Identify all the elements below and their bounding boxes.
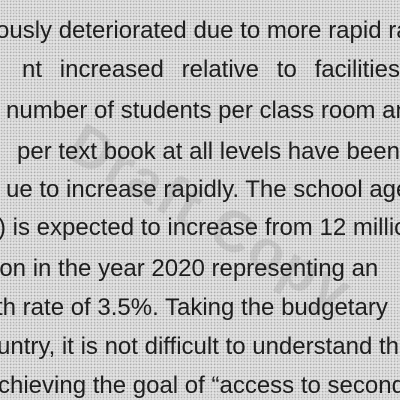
word: increased bbox=[59, 56, 164, 83]
text-line-1: ously deteriorated due to more rapid rat… bbox=[0, 17, 400, 44]
word: to bbox=[276, 56, 297, 83]
text-line-2: nt increased relative to facilities bbox=[0, 58, 400, 82]
text-line-3: number of students per class room and bbox=[6, 97, 400, 124]
text-line-5: ue to increase rapidly. The school age bbox=[6, 176, 400, 203]
word: facilities bbox=[314, 56, 400, 83]
text-line-6: ) is expected to increase from 12 millio… bbox=[0, 214, 400, 241]
text-line-9: untry, it is not difficult to understand… bbox=[0, 333, 400, 360]
text-line-8: th rate of 3.5%. Taking the budgetary bbox=[0, 294, 388, 321]
word: nt bbox=[22, 56, 43, 83]
text-line-10: chieving the goal of “access to second bbox=[0, 372, 400, 399]
word: relative bbox=[181, 56, 260, 83]
text-line-4: per text book at all levels have been bbox=[17, 138, 400, 165]
text-line-7: ion in the year 2020 representing an bbox=[0, 255, 379, 282]
